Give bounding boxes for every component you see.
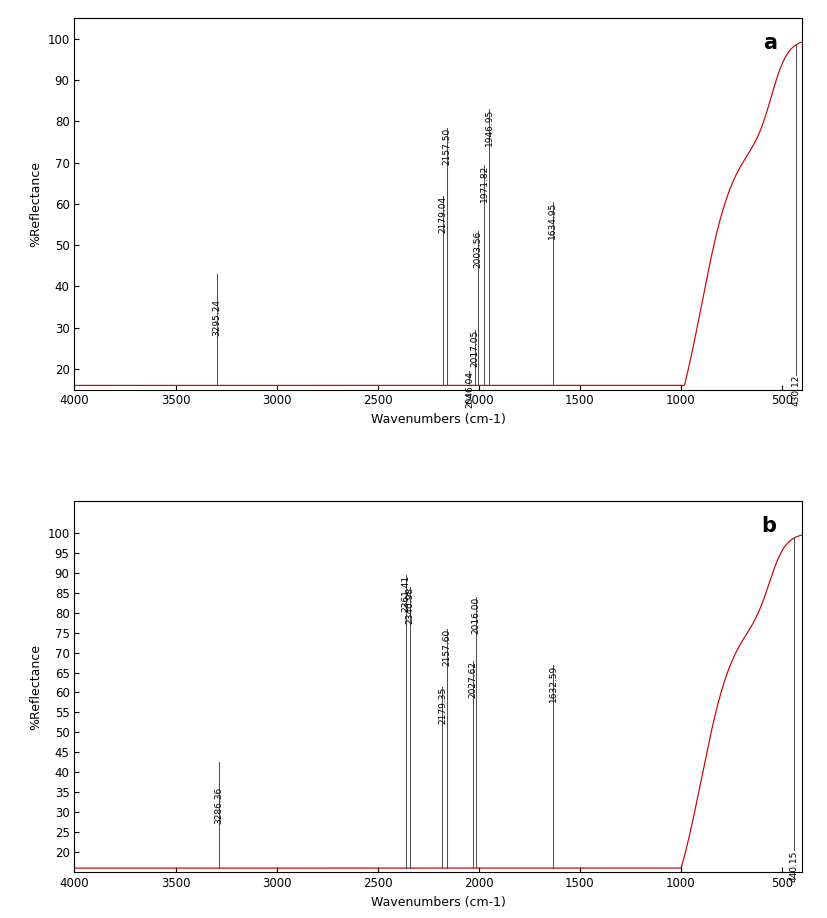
- Text: 3295.24: 3295.24: [213, 299, 222, 336]
- Text: 2016.00: 2016.00: [471, 597, 480, 634]
- Text: 2179.35: 2179.35: [438, 687, 447, 723]
- Text: a: a: [762, 33, 777, 53]
- Text: 2017.05: 2017.05: [471, 330, 480, 367]
- Text: 2157.60: 2157.60: [442, 629, 452, 666]
- Text: 440.15: 440.15: [790, 850, 799, 881]
- Text: 2003.56: 2003.56: [474, 230, 482, 268]
- Text: 1946.95: 1946.95: [485, 109, 494, 146]
- X-axis label: Wavenumbers (cm-1): Wavenumbers (cm-1): [370, 413, 506, 426]
- Y-axis label: %Reflectance: %Reflectance: [29, 161, 41, 247]
- Y-axis label: %Reflectance: %Reflectance: [29, 644, 41, 730]
- Text: b: b: [762, 516, 777, 536]
- Text: 1632.59: 1632.59: [548, 665, 557, 701]
- Text: 430.12: 430.12: [791, 375, 801, 407]
- Text: 2046.04: 2046.04: [465, 371, 474, 408]
- Text: 2027.62: 2027.62: [469, 661, 478, 698]
- Text: 2157.50: 2157.50: [442, 128, 452, 165]
- Text: 2361.41: 2361.41: [401, 575, 410, 612]
- Text: 3286.36: 3286.36: [214, 787, 223, 823]
- Text: 2340.98: 2340.98: [405, 587, 414, 624]
- Text: 2179.04: 2179.04: [438, 196, 447, 233]
- X-axis label: Wavenumbers (cm-1): Wavenumbers (cm-1): [370, 896, 506, 909]
- Text: 1971.82: 1971.82: [480, 164, 489, 202]
- Text: 1634.95: 1634.95: [548, 202, 557, 240]
